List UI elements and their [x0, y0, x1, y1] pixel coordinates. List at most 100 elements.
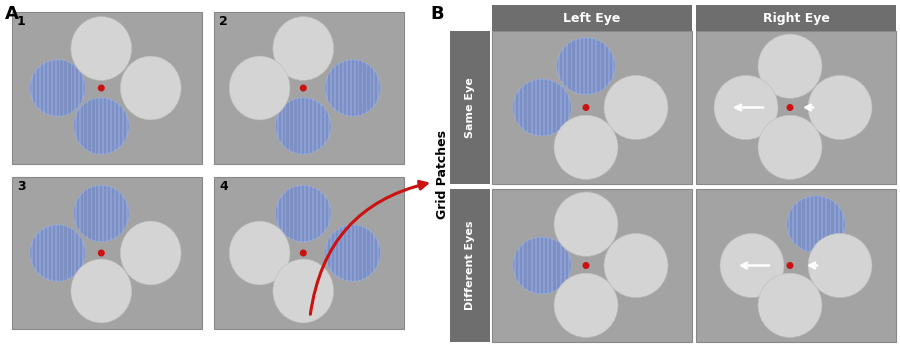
Bar: [560, 37, 562, 95]
Bar: [318, 184, 320, 243]
Bar: [525, 78, 526, 137]
Bar: [12, 177, 202, 329]
Bar: [696, 5, 896, 31]
Bar: [824, 195, 825, 254]
Ellipse shape: [787, 196, 845, 253]
Bar: [310, 184, 312, 243]
Bar: [324, 59, 326, 117]
Bar: [45, 59, 47, 117]
Bar: [294, 184, 296, 243]
Bar: [844, 195, 846, 254]
Bar: [566, 236, 568, 295]
Bar: [814, 195, 817, 254]
Bar: [96, 184, 98, 243]
Bar: [291, 184, 292, 243]
Bar: [332, 224, 334, 282]
Bar: [85, 97, 86, 155]
Bar: [593, 37, 596, 95]
Bar: [65, 224, 67, 282]
Bar: [88, 97, 91, 155]
Ellipse shape: [71, 17, 131, 81]
Bar: [577, 37, 579, 95]
Bar: [302, 97, 304, 155]
Ellipse shape: [325, 60, 380, 116]
Bar: [344, 224, 346, 282]
Bar: [512, 78, 514, 137]
Bar: [492, 189, 692, 342]
Bar: [572, 37, 575, 95]
Bar: [214, 12, 404, 164]
Bar: [375, 224, 377, 282]
Ellipse shape: [557, 38, 615, 94]
Ellipse shape: [275, 185, 331, 242]
Text: B: B: [430, 5, 444, 23]
Bar: [347, 224, 350, 282]
Bar: [580, 37, 583, 95]
Ellipse shape: [273, 17, 334, 81]
Bar: [570, 236, 572, 295]
Bar: [294, 97, 296, 155]
Bar: [49, 224, 50, 282]
Bar: [528, 236, 531, 295]
Bar: [528, 78, 531, 137]
Bar: [60, 224, 63, 282]
Bar: [806, 195, 809, 254]
Bar: [283, 97, 284, 155]
Bar: [564, 37, 566, 95]
Ellipse shape: [554, 273, 618, 337]
Bar: [516, 236, 518, 295]
Bar: [570, 78, 572, 137]
Text: Left Eye: Left Eye: [563, 11, 621, 25]
Bar: [286, 184, 289, 243]
Ellipse shape: [808, 234, 872, 298]
Ellipse shape: [121, 221, 181, 285]
Bar: [549, 78, 552, 137]
Bar: [359, 224, 362, 282]
Ellipse shape: [604, 75, 668, 139]
Bar: [12, 12, 202, 164]
Bar: [340, 224, 342, 282]
Ellipse shape: [554, 115, 618, 179]
Bar: [367, 59, 370, 117]
Bar: [352, 224, 354, 282]
Bar: [298, 97, 301, 155]
Bar: [379, 59, 382, 117]
Ellipse shape: [554, 192, 618, 256]
Bar: [73, 184, 75, 243]
Bar: [29, 59, 32, 117]
Bar: [450, 31, 490, 184]
Bar: [520, 236, 522, 295]
Bar: [556, 37, 558, 95]
Bar: [60, 59, 63, 117]
Bar: [356, 224, 357, 282]
Bar: [100, 97, 103, 155]
Bar: [128, 184, 130, 243]
Bar: [332, 59, 334, 117]
Bar: [819, 195, 822, 254]
Bar: [336, 224, 338, 282]
Bar: [57, 224, 59, 282]
Bar: [492, 5, 692, 31]
Bar: [128, 97, 130, 155]
Bar: [512, 236, 514, 295]
Bar: [37, 59, 39, 117]
Ellipse shape: [513, 237, 571, 294]
Bar: [52, 224, 55, 282]
Bar: [112, 97, 114, 155]
Bar: [112, 184, 114, 243]
Bar: [545, 78, 547, 137]
Bar: [545, 236, 547, 295]
Bar: [68, 59, 70, 117]
Bar: [29, 224, 32, 282]
Bar: [76, 59, 78, 117]
Bar: [347, 59, 350, 117]
Ellipse shape: [74, 98, 129, 154]
Bar: [40, 224, 43, 282]
Bar: [45, 224, 47, 282]
Bar: [93, 97, 94, 155]
Bar: [329, 184, 332, 243]
Bar: [116, 184, 118, 243]
Bar: [541, 78, 544, 137]
Bar: [84, 59, 86, 117]
Bar: [606, 37, 608, 95]
